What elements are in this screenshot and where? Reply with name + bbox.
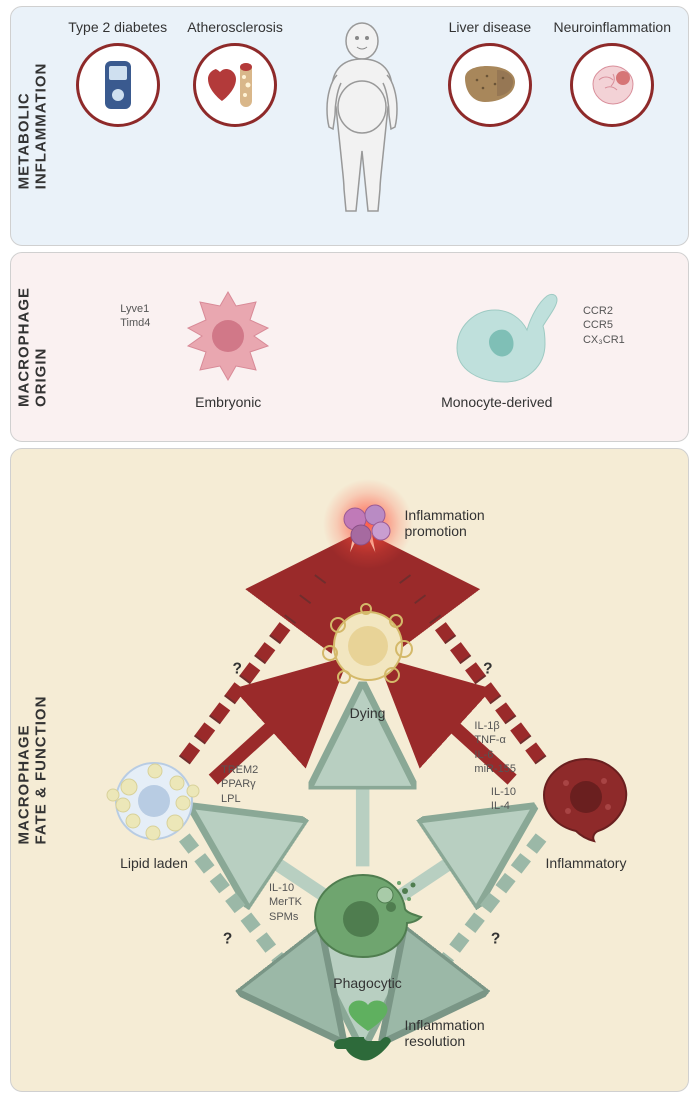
label-dying: Dying xyxy=(350,705,386,721)
label-lipid: Lipid laden xyxy=(120,855,188,871)
label-athero: Atherosclerosis xyxy=(187,19,283,35)
panel-macrophage-origin: MACROPHAGE ORIGIN Lyve1 Timd4 Embryonic … xyxy=(10,252,689,442)
svg-text:?: ? xyxy=(491,931,500,948)
node-lipid-laden: Lipid laden xyxy=(99,751,209,871)
markers-inflam-mid: IL-10 IL-4 xyxy=(491,785,516,814)
markers-phago: IL-10 MerTK SPMs xyxy=(269,881,302,924)
svg-text:?: ? xyxy=(223,931,232,948)
human-figure xyxy=(302,19,422,219)
label-neuro: Neuroinflammation xyxy=(554,19,672,35)
node-resolution xyxy=(328,995,408,1065)
item-neuro: Neuroinflammation xyxy=(552,19,672,127)
m-mir155: miR-155 xyxy=(474,762,516,776)
node-dying: Dying xyxy=(308,591,428,721)
markers-inflam-top: IL-1β TNF-α IL-6 miR-155 xyxy=(474,719,516,776)
node-phagocytic: Phagocytic xyxy=(303,861,433,991)
panel2-label: MACROPHAGE ORIGIN xyxy=(17,287,50,407)
panel3-label: MACROPHAGE FATE & FUNCTION xyxy=(17,696,50,845)
m-il10: IL-10 xyxy=(491,785,516,799)
panel3-label-text: MACROPHAGE FATE & FUNCTION xyxy=(17,696,50,845)
m-ccr5: CCR5 xyxy=(583,318,625,332)
dying-cell-icon xyxy=(308,591,428,701)
inflammatory-cell-icon xyxy=(536,751,636,851)
item-embryonic: Lyve1 Timd4 Embryonic xyxy=(168,284,288,410)
item-liver: Liver disease xyxy=(435,19,545,127)
m-tnfa: TNF-α xyxy=(474,733,516,747)
m-timd4: Timd4 xyxy=(120,316,150,330)
panel-metabolic-inflammation: METABOLIC INFLAMMATION Type 2 diabetes A… xyxy=(10,6,689,246)
m-mertk: MerTK xyxy=(269,895,302,909)
circle-liver xyxy=(448,43,532,127)
label-inflam: Inflammatory xyxy=(546,855,627,871)
svg-text:?: ? xyxy=(233,661,242,678)
markers-embryonic: Lyve1 Timd4 xyxy=(120,302,150,331)
label-inflam-promotion: Inflammation promotion xyxy=(405,507,485,539)
label-phago: Phagocytic xyxy=(333,975,401,991)
m-spms: SPMs xyxy=(269,910,302,924)
lipid-cell-icon xyxy=(99,751,209,851)
m-ccr2: CCR2 xyxy=(583,304,625,318)
markers-monocyte: CCR2 CCR5 CX₃CR1 xyxy=(583,304,625,347)
glucometer-icon xyxy=(95,55,141,115)
m-il10p: IL-10 xyxy=(269,881,302,895)
m-il4: IL-4 xyxy=(491,799,516,813)
label-monocyte: Monocyte-derived xyxy=(441,394,552,410)
heart-artery-icon xyxy=(200,55,270,115)
svg-text:?: ? xyxy=(483,661,492,678)
embryonic-cell-icon xyxy=(168,284,288,394)
panel2-label-text: MACROPHAGE ORIGIN xyxy=(17,287,50,407)
m-il1b: IL-1β xyxy=(474,719,516,733)
circle-t2d xyxy=(76,43,160,127)
label-t2d: Type 2 diabetes xyxy=(68,19,167,35)
circle-neuro xyxy=(570,43,654,127)
item-monocyte: CCR2 CCR5 CX₃CR1 Monocyte-derived xyxy=(427,284,567,410)
heart-hand-icon xyxy=(328,995,408,1065)
item-athero: Atherosclerosis xyxy=(180,19,290,127)
panel1-label: METABOLIC INFLAMMATION xyxy=(17,63,50,190)
monocyte-cell-icon xyxy=(427,284,567,394)
label-resolution: Inflammation resolution xyxy=(405,1017,485,1049)
fate-diagram: ? ? ? ? I xyxy=(59,461,676,1079)
phagocytic-cell-icon xyxy=(303,861,433,971)
m-lyve1: Lyve1 xyxy=(120,302,150,316)
label-liver: Liver disease xyxy=(449,19,532,35)
label-embryonic: Embryonic xyxy=(195,394,261,410)
m-il6: IL-6 xyxy=(474,748,516,762)
circle-athero xyxy=(193,43,277,127)
m-trem2: TREM2 xyxy=(221,763,258,777)
m-cx3cr1: CX₃CR1 xyxy=(583,333,625,347)
markers-lipid: TREM2 PPARγ LPL xyxy=(221,763,258,806)
panel1-row: Type 2 diabetes Atherosclerosis xyxy=(59,19,676,233)
item-t2d: Type 2 diabetes xyxy=(63,19,173,127)
panel2-row: Lyve1 Timd4 Embryonic CCR2 CCR5 CX₃CR1 xyxy=(59,265,676,429)
panel1-label-text: METABOLIC INFLAMMATION xyxy=(17,63,50,190)
item-human xyxy=(297,19,427,219)
liver-icon xyxy=(457,60,523,110)
node-inflammatory: Inflammatory xyxy=(536,751,636,871)
human-body-icon xyxy=(307,19,417,219)
panel-fate-function: MACROPHAGE FATE & FUNCTION ? ? xyxy=(10,448,689,1092)
m-pparg: PPARγ xyxy=(221,777,258,791)
brain-icon xyxy=(579,58,645,112)
m-lpl: LPL xyxy=(221,792,258,806)
